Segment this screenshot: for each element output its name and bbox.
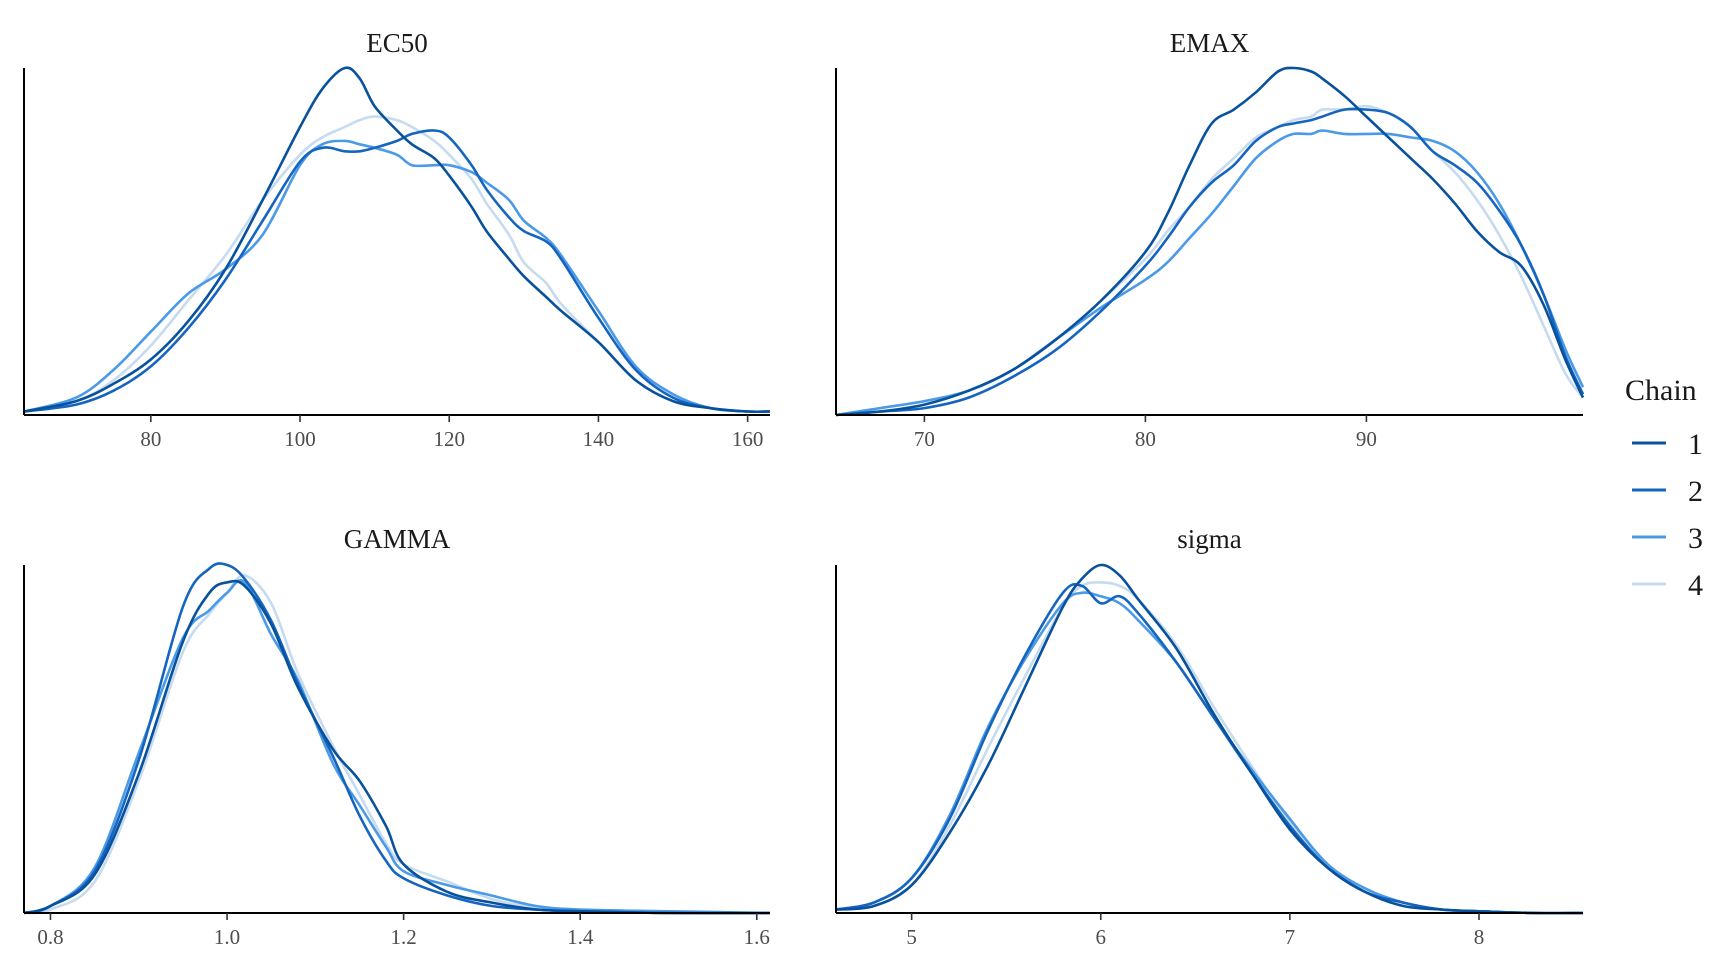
density-line-chain-4: [835, 104, 1585, 417]
panel-sigma: sigma 5 6 7 8: [835, 524, 1584, 949]
x-tick-label: 140: [583, 427, 615, 451]
panel-title: EMAX: [1170, 28, 1250, 58]
density-line-chain-3: [835, 129, 1585, 417]
x-tick-label: 160: [732, 427, 764, 451]
legend-label-chain-3: 3: [1688, 522, 1703, 555]
x-tick-label: 80: [140, 427, 161, 451]
panel-title: sigma: [1177, 524, 1242, 554]
panel-ec50: EC50 80 100 120 140 160: [23, 28, 771, 451]
x-tick-label: 1.4: [567, 925, 594, 949]
panel-title: EC50: [366, 28, 428, 58]
x-tick-label: 100: [284, 427, 316, 451]
x-tick-label: 7: [1285, 925, 1296, 949]
density-line-chain-1: [23, 66, 771, 414]
density-line-chain-1: [835, 66, 1585, 417]
density-line-chain-1: [835, 563, 1584, 915]
density-line-chain-3: [835, 591, 1584, 915]
density-line-chain-4: [23, 574, 771, 915]
x-tick-label: 1.2: [390, 925, 416, 949]
x-tick-label: 8: [1474, 925, 1485, 949]
density-line-chain-2: [835, 582, 1584, 915]
density-line-chain-2: [835, 107, 1585, 417]
panel-title: GAMMA: [344, 524, 451, 554]
density-line-chain-4: [23, 115, 771, 414]
legend-label-chain-2: 2: [1688, 475, 1703, 508]
density-line-chain-3: [23, 579, 771, 915]
x-tick-label: 6: [1096, 925, 1107, 949]
x-tick-label: 1.0: [214, 925, 240, 949]
x-tick-label: 5: [906, 925, 917, 949]
x-tick-label: 120: [433, 427, 465, 451]
density-line-chain-3: [23, 139, 771, 414]
density-line-chain-1: [23, 579, 771, 915]
legend-title: Chain: [1625, 374, 1697, 407]
x-tick-label: 70: [914, 427, 935, 451]
x-tick-label: 0.8: [37, 925, 63, 949]
panel-gamma: GAMMA 0.8 1.0 1.2 1.4 1.6: [23, 524, 771, 949]
legend-label-chain-1: 1: [1688, 428, 1703, 461]
density-line-chain-4: [835, 581, 1584, 915]
legend-label-chain-4: 4: [1688, 569, 1703, 602]
x-tick-label: 90: [1356, 427, 1377, 451]
density-line-chain-2: [23, 129, 771, 414]
x-tick-label: 1.6: [744, 925, 770, 949]
panel-emax: EMAX 70 80 90: [835, 28, 1585, 451]
x-tick-label: 80: [1135, 427, 1156, 451]
legend: Chain 1 2 3 4: [1625, 374, 1703, 602]
